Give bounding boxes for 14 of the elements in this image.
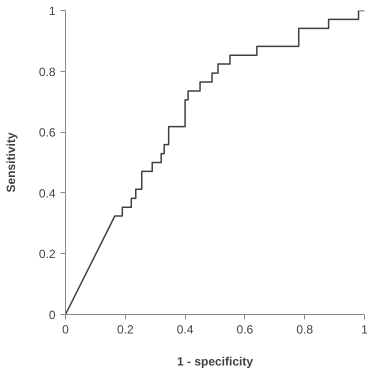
x-tick-label: 0.4	[176, 322, 194, 336]
y-tick-label: 1	[48, 4, 56, 18]
x-tick-label: 0	[62, 322, 70, 336]
x-tick-label: 0.6	[236, 322, 254, 336]
x-tick-label: 0.8	[296, 322, 314, 336]
y-tick-label: 0.2	[38, 247, 56, 262]
y-tick-label: 0.6	[38, 126, 56, 140]
x-axis-title: 1 - specificity	[176, 354, 254, 368]
y-tick-label: 0.4	[38, 186, 56, 200]
y-tick-label: 0.8	[38, 64, 56, 79]
x-tick-label: 1	[361, 322, 368, 336]
y-axis-title: Sensitivity	[4, 132, 18, 193]
x-tick-label: 0.2	[116, 322, 134, 336]
y-tick-label: 0	[48, 308, 56, 322]
